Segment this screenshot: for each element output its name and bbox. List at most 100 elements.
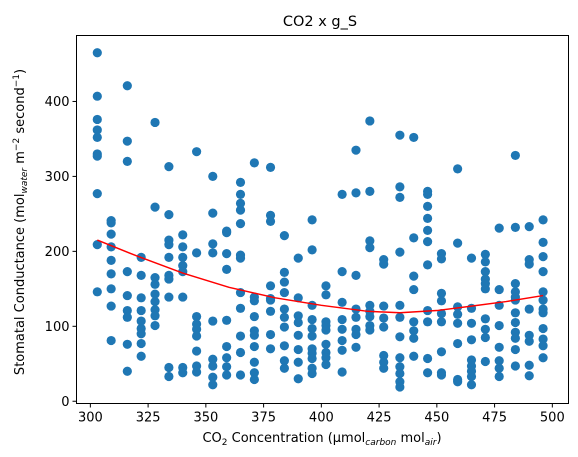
data-point xyxy=(235,177,246,187)
data-point xyxy=(524,222,534,232)
data-point xyxy=(436,288,447,298)
data-point xyxy=(395,300,405,310)
data-point xyxy=(208,171,218,181)
data-point xyxy=(480,249,490,259)
data-point xyxy=(538,308,548,318)
data-point xyxy=(293,293,303,303)
data-point xyxy=(150,289,160,299)
data-point xyxy=(122,339,132,349)
data-point xyxy=(466,380,477,390)
data-point xyxy=(466,253,477,263)
data-point xyxy=(208,354,218,364)
data-point xyxy=(208,208,218,218)
data-point xyxy=(293,330,303,340)
data-point xyxy=(192,346,202,356)
data-point xyxy=(466,371,477,382)
data-point xyxy=(150,272,160,283)
data-point xyxy=(249,341,259,352)
data-point xyxy=(293,253,303,263)
data-point xyxy=(423,225,433,235)
data-point xyxy=(249,374,259,385)
data-point xyxy=(235,370,246,380)
data-point xyxy=(92,91,102,101)
data-point xyxy=(395,332,405,342)
y-tick-label: 0 xyxy=(61,395,69,410)
data-point xyxy=(192,324,202,334)
data-point xyxy=(337,324,347,334)
data-point xyxy=(423,189,433,199)
data-point xyxy=(208,380,218,390)
data-point xyxy=(122,366,132,376)
data-point xyxy=(122,266,132,277)
data-point xyxy=(92,240,102,250)
data-point xyxy=(538,215,548,225)
x-tick-label: 300 xyxy=(78,411,103,426)
data-point xyxy=(510,317,520,328)
data-point xyxy=(178,252,188,262)
data-point xyxy=(150,279,160,289)
data-point xyxy=(222,353,232,363)
data-point xyxy=(395,182,405,192)
data-point xyxy=(337,345,347,355)
data-point xyxy=(164,162,174,172)
data-point xyxy=(365,186,375,196)
data-point xyxy=(307,300,317,310)
data-point xyxy=(192,331,202,341)
data-point xyxy=(92,189,102,199)
y-axis-label: Stomatal Conductance (molwater m−2 secon… xyxy=(12,69,30,375)
data-point xyxy=(279,304,289,314)
data-point xyxy=(321,353,331,363)
data-point xyxy=(293,357,303,367)
data-point xyxy=(249,158,259,168)
data-point xyxy=(92,151,102,161)
data-point xyxy=(409,132,419,143)
data-point xyxy=(293,311,303,321)
data-point xyxy=(395,192,405,202)
data-point xyxy=(524,304,534,314)
data-point xyxy=(178,292,188,302)
plot-frame xyxy=(76,35,569,404)
data-point xyxy=(92,114,102,125)
data-point xyxy=(351,312,361,322)
data-point xyxy=(351,270,361,280)
data-point xyxy=(265,216,276,226)
data-point xyxy=(279,356,289,366)
data-point xyxy=(538,353,548,363)
data-point xyxy=(321,325,331,335)
data-point xyxy=(351,329,361,340)
data-point xyxy=(150,202,160,212)
data-point xyxy=(265,281,276,291)
data-point xyxy=(337,189,347,199)
data-point xyxy=(265,344,276,354)
data-point xyxy=(249,357,259,367)
data-point xyxy=(164,240,174,250)
data-point xyxy=(423,260,433,270)
data-point xyxy=(365,236,375,246)
data-point xyxy=(524,371,534,381)
data-point xyxy=(423,317,433,327)
data-point xyxy=(337,297,347,307)
data-point xyxy=(208,361,218,371)
data-point xyxy=(235,198,246,208)
data-point xyxy=(178,242,188,252)
data-point xyxy=(106,229,116,239)
data-point xyxy=(480,332,490,343)
x-tick-label: 375 xyxy=(251,411,276,426)
data-point xyxy=(279,267,289,277)
data-point xyxy=(436,370,447,380)
data-point xyxy=(249,311,259,322)
data-point xyxy=(235,347,246,358)
data-point xyxy=(538,341,548,351)
data-point xyxy=(192,367,202,377)
data-point xyxy=(524,360,534,370)
y-tick-label: 200 xyxy=(45,245,70,260)
data-point xyxy=(480,356,490,367)
data-point xyxy=(538,323,548,334)
data-point xyxy=(136,270,146,280)
data-point xyxy=(122,290,132,301)
data-point xyxy=(222,315,232,325)
data-point xyxy=(208,239,218,249)
data-point xyxy=(453,164,463,174)
data-point xyxy=(164,274,174,284)
